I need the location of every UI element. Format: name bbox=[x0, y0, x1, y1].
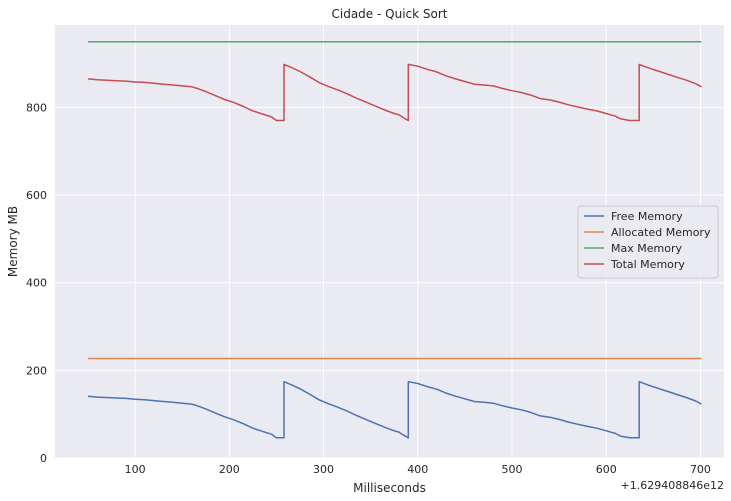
grid-lines bbox=[55, 25, 724, 459]
x-tick-label: 400 bbox=[407, 463, 428, 476]
y-axis-label: Memory MB bbox=[6, 206, 20, 277]
y-tick-label: 600 bbox=[26, 189, 47, 202]
y-tick-label: 200 bbox=[26, 364, 47, 377]
legend: Free Memory Allocated Memory Max Memory Tot… bbox=[577, 205, 719, 279]
x-axis-label: Milliseconds bbox=[353, 481, 426, 495]
y-tick-label: 800 bbox=[26, 101, 47, 114]
x-tick-label: 500 bbox=[501, 463, 522, 476]
x-axis-offset-label: +1.629408846e12 bbox=[621, 479, 724, 492]
series-line-free-memory bbox=[87, 380, 702, 439]
x-tick-label: 300 bbox=[313, 463, 334, 476]
legend-entry: Allocated Memory bbox=[611, 226, 711, 239]
x-tick-label: 700 bbox=[690, 463, 711, 476]
x-tick-label: 200 bbox=[219, 463, 240, 476]
y-tick-label: 0 bbox=[40, 452, 47, 465]
x-tick-label: 600 bbox=[596, 463, 617, 476]
legend-entry: Max Memory bbox=[611, 242, 682, 255]
x-tick-label: 100 bbox=[125, 463, 146, 476]
legend-entry: Total Memory bbox=[610, 258, 685, 271]
series-lines bbox=[87, 40, 702, 439]
legend-entry: Free Memory bbox=[611, 210, 683, 223]
y-tick-label: 400 bbox=[26, 277, 47, 290]
legend-box bbox=[577, 205, 719, 279]
axis-ticks: 100 200 300 400 500 600 700 0 200 400 600 800 bbox=[26, 101, 711, 476]
chart-title: Cidade - Quick Sort bbox=[332, 7, 448, 21]
series-line-total-memory bbox=[87, 63, 702, 122]
